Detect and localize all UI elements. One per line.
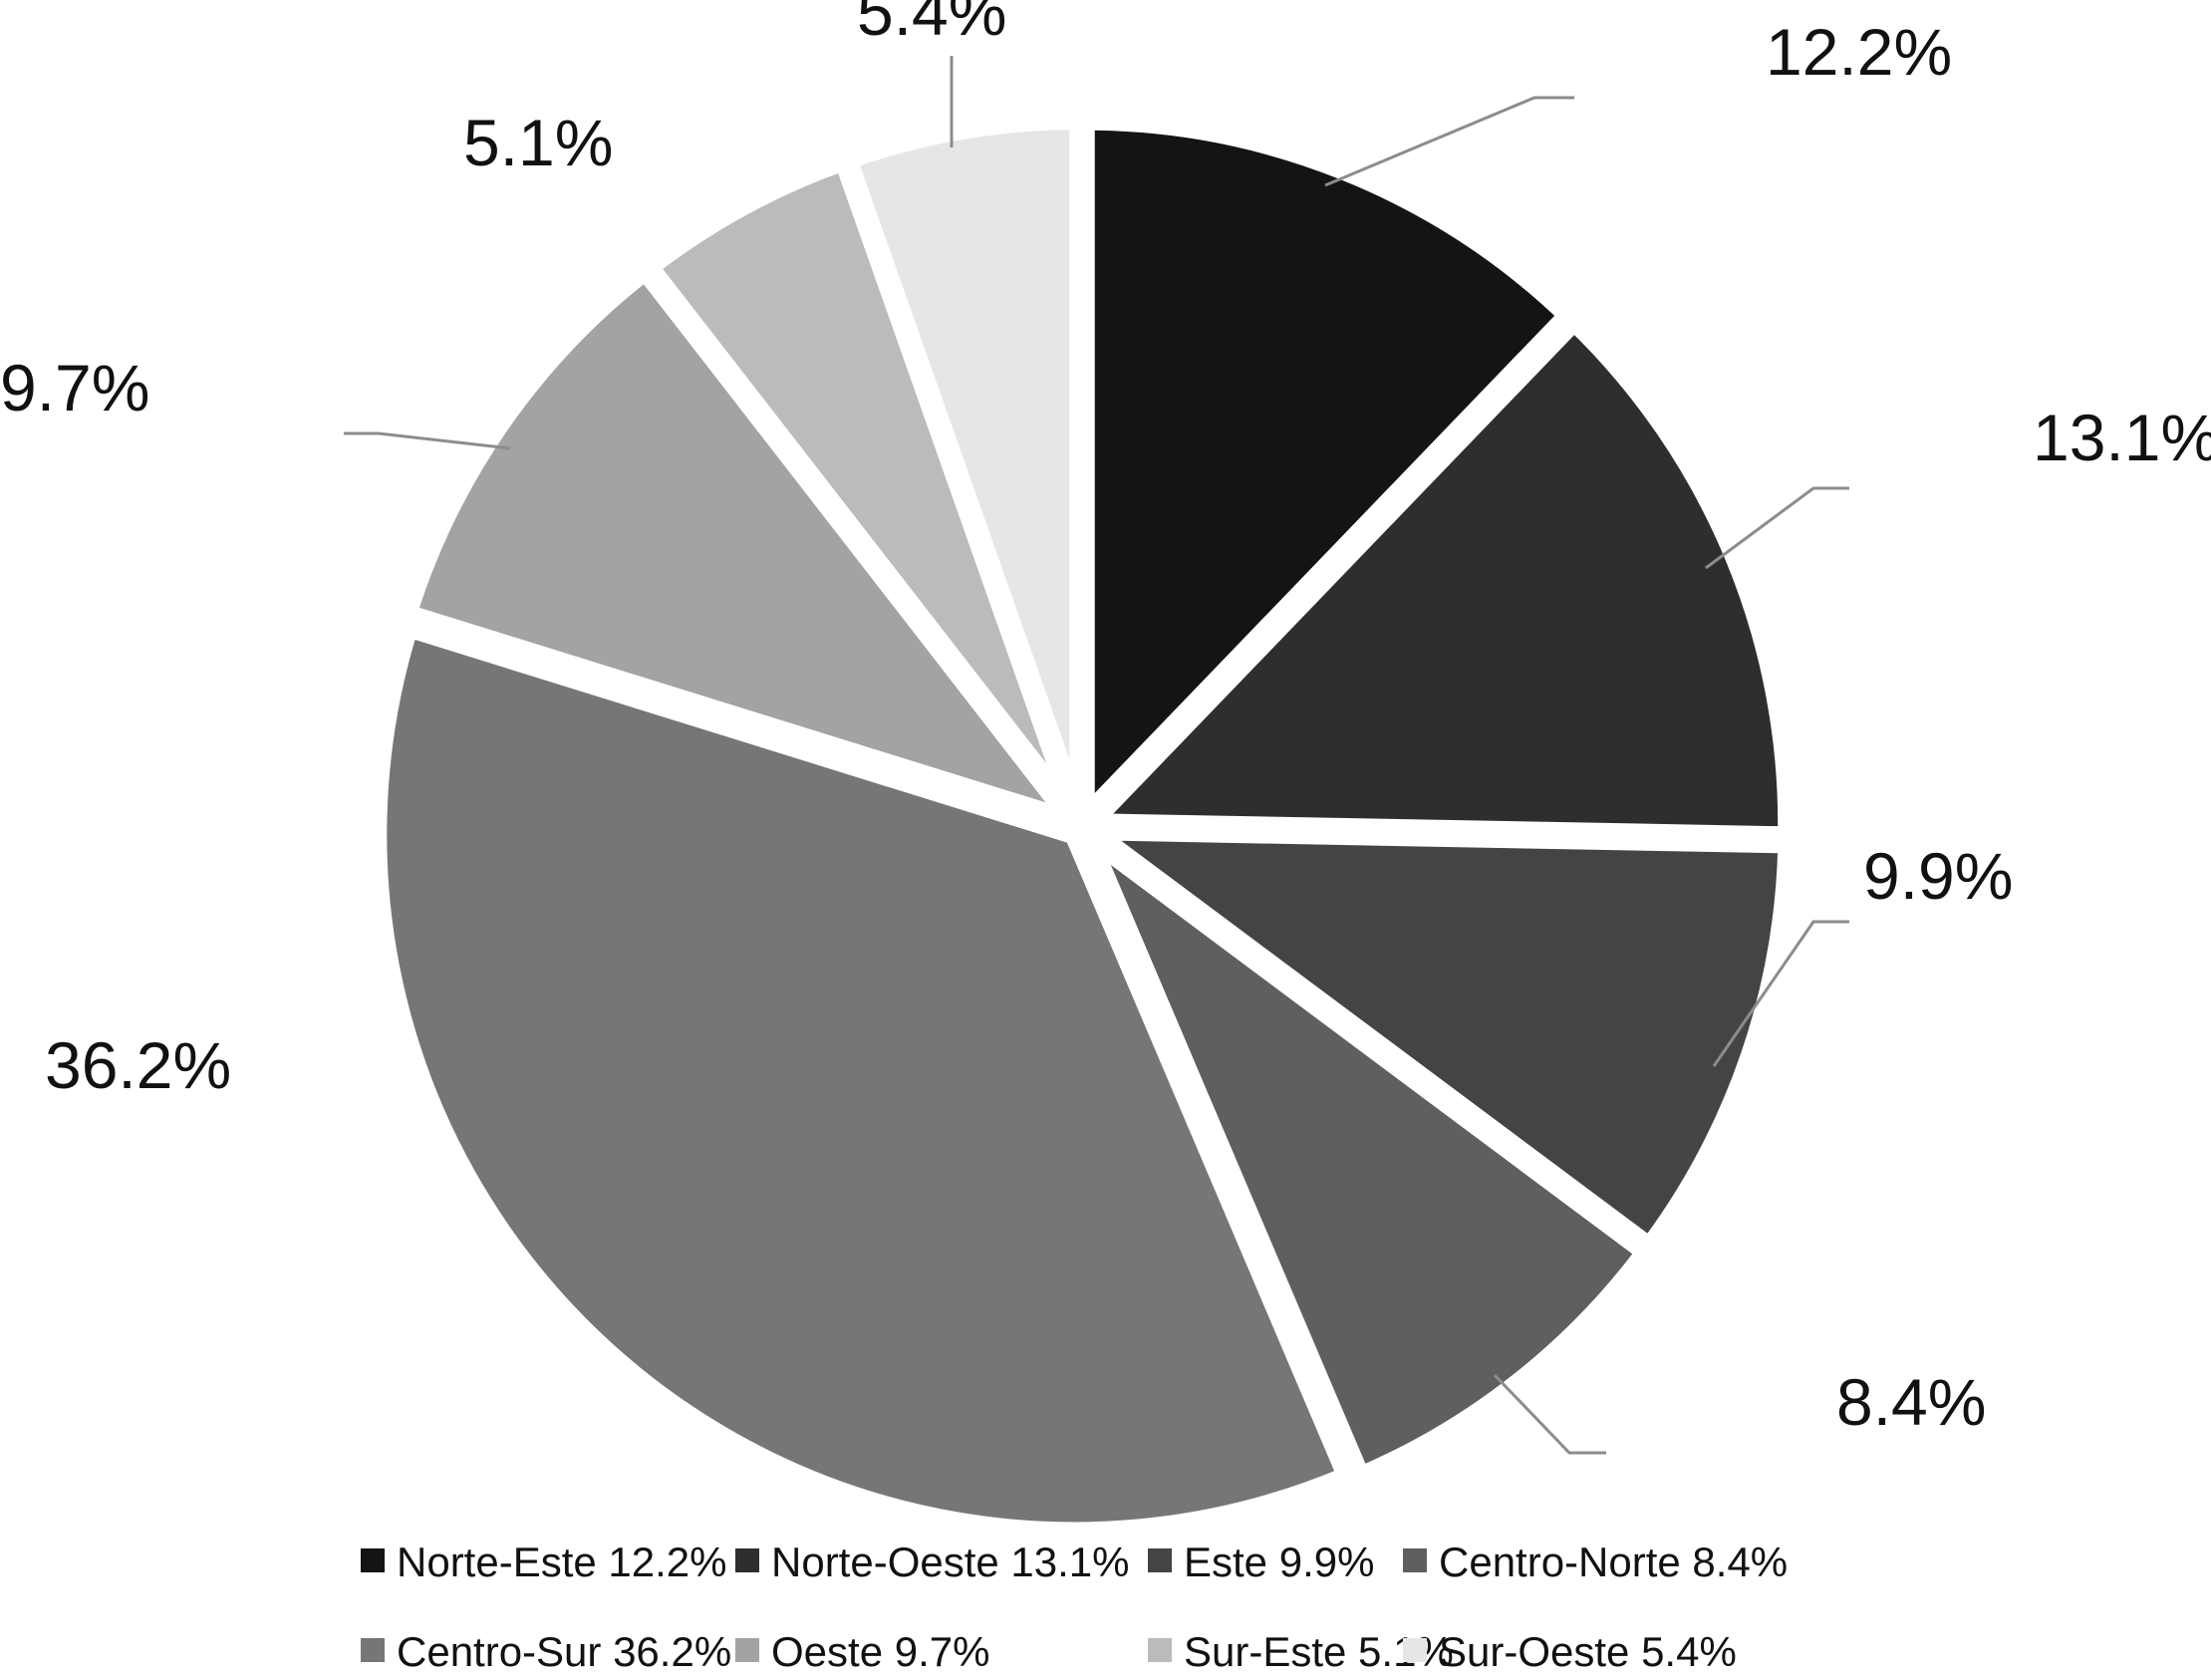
- leader-line-norte-este: [1324, 96, 1574, 187]
- pie-slice-centro-sur: [367, 614, 1361, 1542]
- legend-swatch-centro-norte: [1403, 1548, 1427, 1572]
- legend-label-oeste: Oeste 9.7%: [771, 1628, 989, 1675]
- legend-swatch-sur-oeste: [1403, 1638, 1427, 1662]
- pie-slices: [367, 110, 1798, 1542]
- legend-label-este: Este 9.9%: [1184, 1539, 1374, 1585]
- legend-swatch-norte-oeste: [735, 1548, 759, 1572]
- pie-slice-centro-norte: [1063, 804, 1661, 1491]
- leader-line-oeste: [344, 431, 511, 450]
- pie-slice-este: [1059, 819, 1798, 1261]
- pie-slice-norte-este: [1074, 110, 1583, 843]
- slice-label-norte-oeste: 13.1%: [2033, 401, 2211, 474]
- pie-slice-sur-oeste: [834, 110, 1090, 821]
- legend-swatch-norte-este: [361, 1548, 385, 1572]
- slice-label-sur-oeste: 5.4%: [857, 0, 1006, 49]
- slice-label-norte-este: 12.2%: [1766, 15, 1952, 89]
- legend-swatch-este: [1148, 1548, 1172, 1572]
- legend-label-sur-oeste: Sur-Oeste 5.4%: [1439, 1628, 1737, 1675]
- slice-labels: 12.2% 13.1% 9.9% 8.4% 36.2% 9.7% 5.1% 5.4%: [0, 0, 2211, 1439]
- slice-label-oeste: 9.7%: [0, 351, 149, 424]
- leader-lines: [344, 56, 1849, 1455]
- slice-label-centro-norte: 8.4%: [1836, 1365, 1986, 1439]
- legend: Norte-Este 12.2% Norte-Oeste 13.1% Este 9.…: [361, 1539, 1788, 1675]
- leader-line-este: [1712, 920, 1849, 1067]
- pie-slice-norte-oeste: [1067, 306, 1798, 847]
- leader-line-centro-norte: [1493, 1373, 1606, 1455]
- legend-label-norte-este: Norte-Este 12.2%: [397, 1539, 727, 1585]
- pie-slice-sur-este: [635, 147, 1086, 825]
- legend-swatch-sur-este: [1148, 1638, 1172, 1662]
- legend-swatch-centro-sur: [361, 1638, 385, 1662]
- legend-swatch-oeste: [735, 1638, 759, 1662]
- legend-label-centro-norte: Centro-Norte 8.4%: [1439, 1539, 1788, 1585]
- leader-line-norte-oeste: [1705, 486, 1849, 570]
- slice-label-centro-sur: 36.2%: [45, 1028, 231, 1102]
- legend-label-centro-sur: Centro-Sur 36.2%: [397, 1628, 731, 1675]
- slice-label-este: 9.9%: [1863, 839, 2013, 913]
- pie-slice-oeste: [394, 256, 1101, 841]
- slice-label-sur-este: 5.1%: [463, 106, 613, 179]
- legend-label-norte-oeste: Norte-Oeste 13.1%: [771, 1539, 1130, 1585]
